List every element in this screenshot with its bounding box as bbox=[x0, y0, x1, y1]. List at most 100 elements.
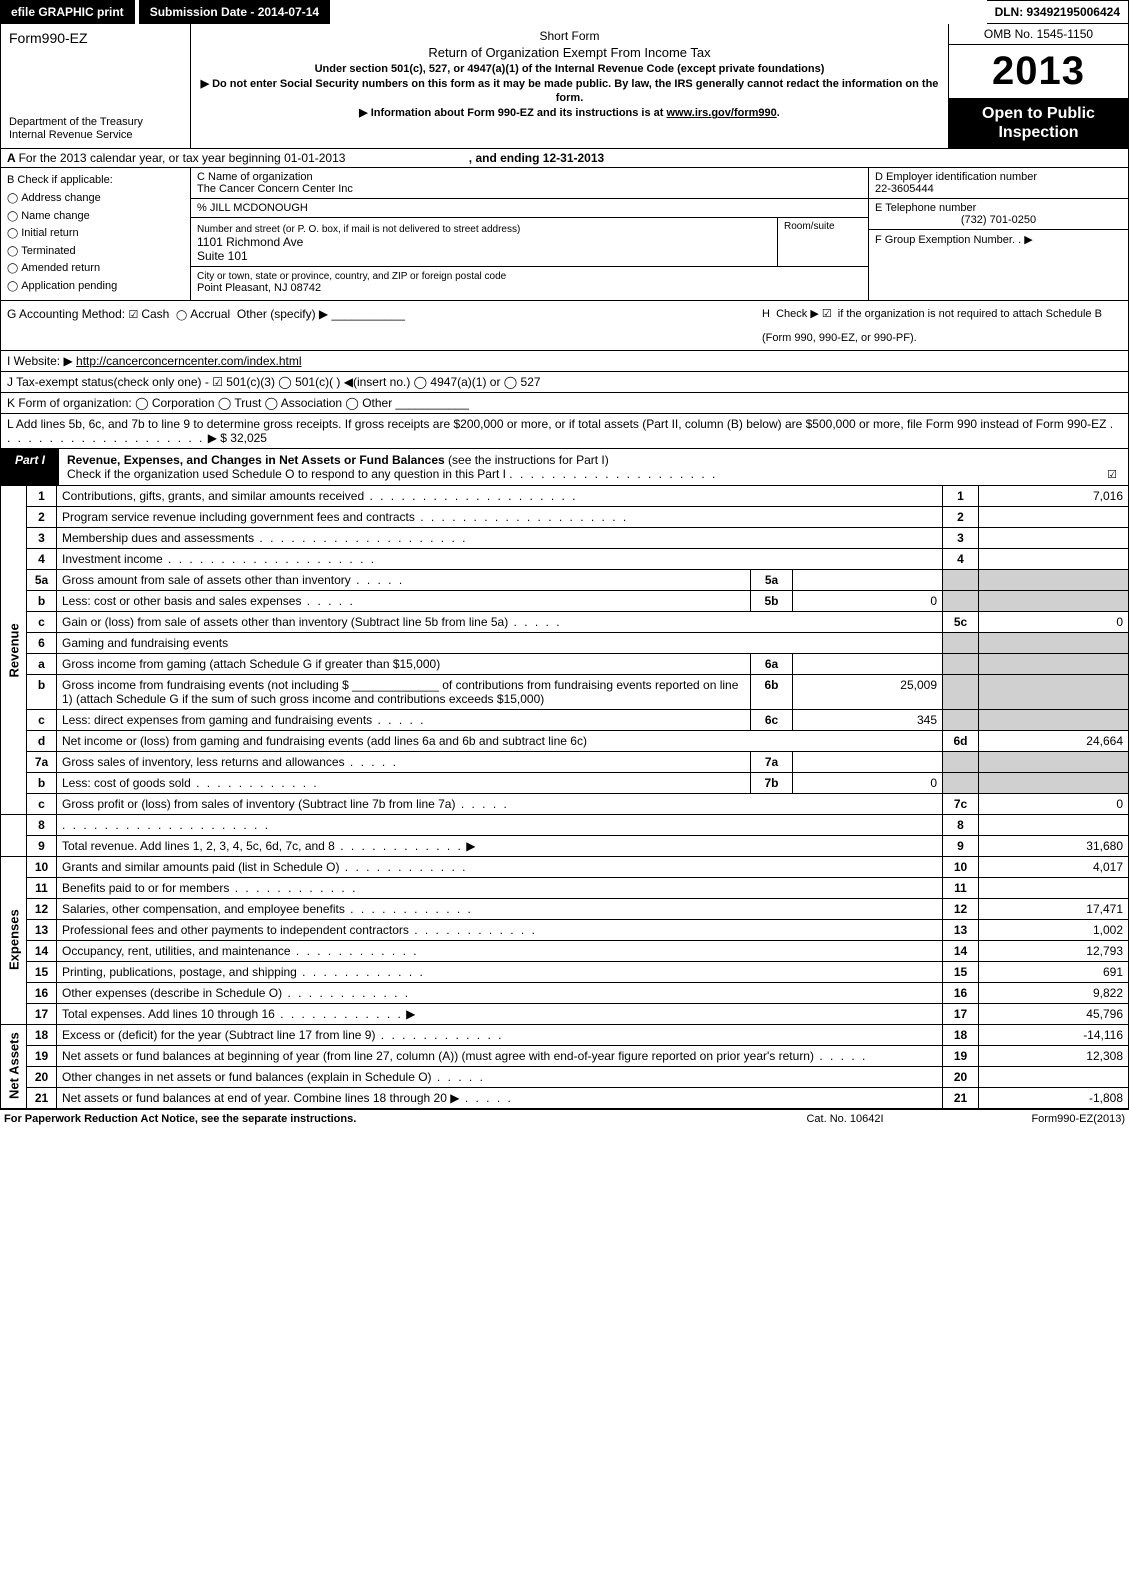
gv6c bbox=[979, 709, 1129, 730]
omb-number: OMB No. 1545-1150 bbox=[949, 24, 1128, 45]
section-b: B Check if applicable: Address change Na… bbox=[1, 168, 191, 299]
v14: 12,793 bbox=[979, 940, 1129, 961]
part-i-table: Revenue 1 Contributions, gifts, grants, … bbox=[0, 486, 1129, 1109]
row-j: J Tax-exempt status(check only one) - ☑ … bbox=[0, 372, 1129, 393]
chk-term[interactable] bbox=[7, 245, 21, 257]
opt-pending: Application pending bbox=[21, 280, 117, 292]
v11 bbox=[979, 877, 1129, 898]
p1-check: Check if the organization used Schedule … bbox=[67, 467, 506, 481]
chk-name[interactable] bbox=[7, 210, 21, 222]
city: Point Pleasant, NJ 08742 bbox=[197, 282, 321, 294]
chk-h[interactable] bbox=[822, 308, 835, 320]
d1: Contributions, gifts, grants, and simila… bbox=[62, 489, 578, 503]
v16: 9,822 bbox=[979, 982, 1129, 1003]
sv5a bbox=[793, 569, 943, 590]
tel-label: Telephone number bbox=[885, 202, 976, 214]
n6b: b bbox=[27, 674, 57, 709]
sv6b: 25,009 bbox=[793, 674, 943, 709]
d14: Occupancy, rent, utilities, and maintena… bbox=[62, 944, 419, 958]
submission-date: Submission Date - 2014-07-14 bbox=[139, 0, 330, 24]
n9: 9 bbox=[27, 835, 57, 856]
sv7a bbox=[793, 751, 943, 772]
header-mid: Short Form Return of Organization Exempt… bbox=[191, 24, 948, 148]
c-city-cell: City or town, state or province, country… bbox=[191, 267, 868, 297]
irs-link[interactable]: www.irs.gov/form990 bbox=[667, 107, 777, 119]
g-label: Accounting Method: bbox=[19, 307, 125, 321]
n6c: c bbox=[27, 709, 57, 730]
chk-schedo[interactable] bbox=[1107, 467, 1120, 481]
ln2: 2 bbox=[943, 506, 979, 527]
n8: 8 bbox=[27, 814, 57, 835]
d18: Excess or (deficit) for the year (Subtra… bbox=[62, 1028, 503, 1042]
v7c: 0 bbox=[979, 793, 1129, 814]
header-right: OMB No. 1545-1150 2013 Open to Public In… bbox=[948, 24, 1128, 148]
d3: Membership dues and assessments bbox=[62, 531, 467, 545]
ln18: 18 bbox=[943, 1024, 979, 1045]
chk-address[interactable] bbox=[7, 192, 21, 204]
opt-name: Name change bbox=[21, 210, 90, 222]
spacer bbox=[330, 0, 986, 24]
f-group: F Group Exemption Number. . ▶ bbox=[869, 230, 1128, 299]
n7a: 7a bbox=[27, 751, 57, 772]
v18: -14,116 bbox=[979, 1024, 1129, 1045]
chk-amend[interactable] bbox=[7, 262, 21, 274]
sn5b: 5b bbox=[751, 590, 793, 611]
sv5b: 0 bbox=[793, 590, 943, 611]
sn7b: 7b bbox=[751, 772, 793, 793]
d13: Professional fees and other payments to … bbox=[62, 923, 537, 937]
dept-line2: Internal Revenue Service bbox=[9, 129, 133, 141]
footer-right: Form990-EZ(2013) bbox=[945, 1113, 1125, 1125]
c-name-label: Name of organization bbox=[208, 171, 313, 183]
n4: 4 bbox=[27, 548, 57, 569]
gv5a bbox=[979, 569, 1129, 590]
v15: 691 bbox=[979, 961, 1129, 982]
n7b: b bbox=[27, 772, 57, 793]
sv6c: 345 bbox=[793, 709, 943, 730]
n19: 19 bbox=[27, 1045, 57, 1066]
side-revenue: Revenue bbox=[1, 486, 27, 815]
open-public: Open to Public Inspection bbox=[949, 98, 1128, 148]
opt-accrual: Accrual bbox=[190, 307, 230, 321]
v17: 45,796 bbox=[979, 1003, 1129, 1024]
d10: Grants and similar amounts paid (list in… bbox=[62, 860, 467, 874]
d6a: Gross income from gaming (attach Schedul… bbox=[57, 653, 751, 674]
chk-pending[interactable] bbox=[7, 280, 21, 292]
n21: 21 bbox=[27, 1087, 57, 1108]
header-left: Form990-EZ Department of the Treasury In… bbox=[1, 24, 191, 148]
v13: 1,002 bbox=[979, 919, 1129, 940]
n6: 6 bbox=[27, 632, 57, 653]
d9: Total revenue. Add lines 1, 2, 3, 4, 5c,… bbox=[62, 839, 463, 853]
ln11: 11 bbox=[943, 877, 979, 898]
dln-label: DLN: 93492195006424 bbox=[987, 0, 1129, 24]
sn6a: 6a bbox=[751, 653, 793, 674]
efile-print-button[interactable]: efile GRAPHIC print bbox=[0, 0, 135, 24]
g7b bbox=[943, 772, 979, 793]
n14: 14 bbox=[27, 940, 57, 961]
v3 bbox=[979, 527, 1129, 548]
v5c: 0 bbox=[979, 611, 1129, 632]
n1: 1 bbox=[27, 486, 57, 507]
v6d: 24,664 bbox=[979, 730, 1129, 751]
form-name: Form990-EZ bbox=[9, 30, 182, 46]
v2 bbox=[979, 506, 1129, 527]
part-i-tab: Part I bbox=[1, 449, 59, 485]
v12: 17,471 bbox=[979, 898, 1129, 919]
k-text: Form of organization: ◯ Corporation ◯ Tr… bbox=[18, 396, 392, 410]
tax-year: 2013 bbox=[949, 45, 1128, 98]
d15: Printing, publications, postage, and shi… bbox=[62, 965, 425, 979]
n15: 15 bbox=[27, 961, 57, 982]
ln12: 12 bbox=[943, 898, 979, 919]
j-text: Tax-exempt status(check only one) - ☑ 50… bbox=[16, 375, 540, 389]
n3: 3 bbox=[27, 527, 57, 548]
sn6c: 6c bbox=[751, 709, 793, 730]
chk-initial[interactable] bbox=[7, 227, 21, 239]
d6d: Net income or (loss) from gaming and fun… bbox=[57, 730, 943, 751]
chk-cash[interactable] bbox=[128, 307, 141, 321]
chk-accrual[interactable] bbox=[176, 307, 190, 321]
d6: Gaming and fundraising events bbox=[57, 632, 943, 653]
h-t1: Check ▶ bbox=[776, 308, 819, 320]
d19: Net assets or fund balances at beginning… bbox=[62, 1049, 867, 1063]
v19: 12,308 bbox=[979, 1045, 1129, 1066]
website-link[interactable]: http://cancerconcerncenter.com/index.htm… bbox=[76, 354, 301, 368]
v21: -1,808 bbox=[979, 1087, 1129, 1108]
